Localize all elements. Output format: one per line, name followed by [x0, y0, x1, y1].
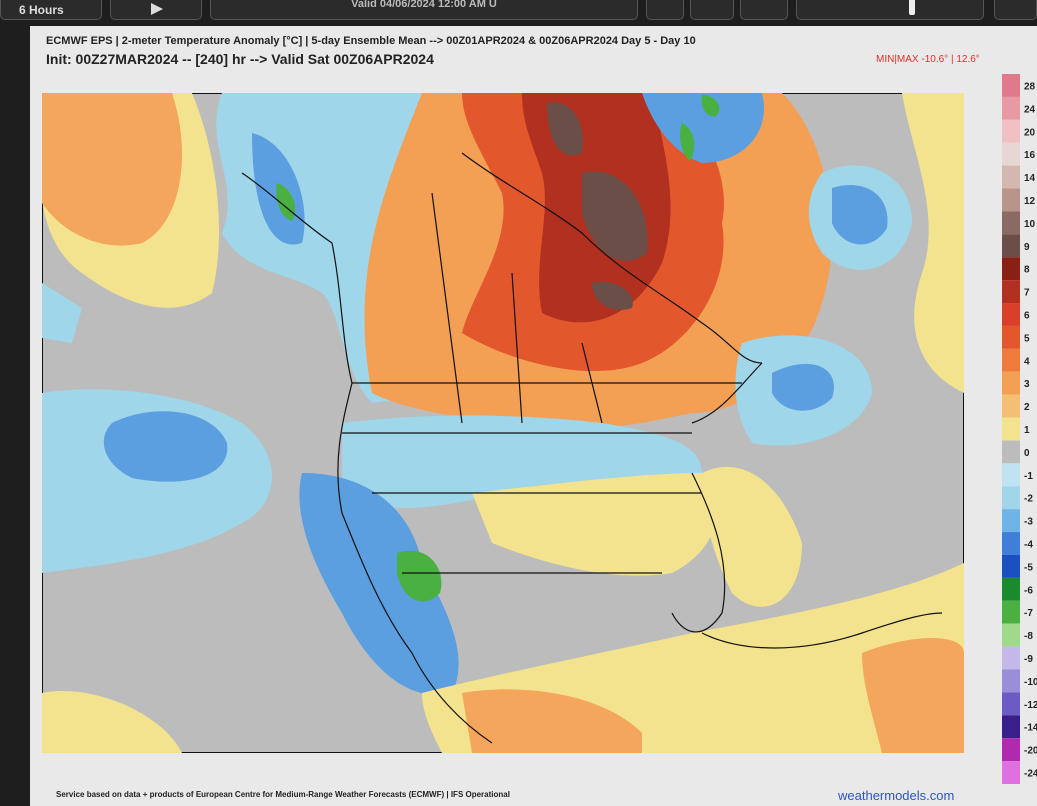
colorbar-label: -14 [1024, 723, 1037, 734]
colorbar-label: 7 [1024, 288, 1030, 299]
colorbar-label: 5 [1024, 333, 1030, 344]
anomaly-shading [42, 93, 964, 753]
colorbar-swatch [1002, 554, 1020, 578]
colorbar-label: 24 [1024, 104, 1036, 115]
colorbar-label: -4 [1024, 540, 1033, 551]
colorbar-label: -5 [1024, 562, 1033, 573]
colorbar-swatch [1002, 715, 1020, 739]
close-button[interactable] [690, 0, 734, 20]
first-button[interactable] [646, 0, 684, 20]
map-subtitle: Init: 00Z27MAR2024 -- [240] hr --> Valid… [46, 51, 434, 67]
credit: Service based on data + products of Euro… [56, 790, 510, 799]
slider-handle[interactable] [909, 0, 915, 15]
colorbar-swatch [1002, 692, 1020, 716]
colorbar-label: 28 [1024, 81, 1036, 92]
map-title: ECMWF EPS | 2-meter Temperature Anomaly … [46, 35, 696, 47]
colorbar-swatch [1002, 486, 1020, 510]
play-button[interactable] [110, 0, 202, 20]
colorbar-swatch [1002, 463, 1020, 487]
colorbar-swatch [1002, 280, 1020, 304]
colorbar-swatch [1002, 211, 1020, 235]
colorbar-label: 16 [1024, 150, 1036, 161]
colorbar-label: 9 [1024, 242, 1030, 253]
colorbar-swatch [1002, 325, 1020, 349]
colorbar-label: 14 [1024, 173, 1036, 184]
colorbar-label: -3 [1024, 517, 1033, 528]
colorbar-swatch [1002, 119, 1020, 143]
last-button[interactable] [740, 0, 788, 20]
min-max: MIN|MAX -10.6° | 12.6° [876, 54, 980, 65]
colorbar-swatch [1002, 600, 1020, 624]
colorbar-swatch [1002, 623, 1020, 647]
colorbar-label: -6 [1024, 585, 1033, 596]
colorbar-label: -20 [1024, 746, 1037, 757]
colorbar-swatch [1002, 646, 1020, 670]
colorbar-swatch [1002, 165, 1020, 189]
colorbar-label: -8 [1024, 631, 1033, 642]
map [42, 93, 964, 753]
colorbar-label: 4 [1024, 356, 1030, 367]
colorbar-swatch [1002, 669, 1020, 693]
colorbar-label: 10 [1024, 219, 1036, 230]
colorbar-label: 12 [1024, 196, 1036, 207]
slider[interactable] [796, 0, 984, 20]
colorbar-swatch [1002, 234, 1020, 258]
colorbar-swatch [1002, 417, 1020, 441]
colorbar-swatch [1002, 371, 1020, 395]
colorbar-label: -9 [1024, 654, 1033, 665]
colorbar-swatch [1002, 257, 1020, 281]
colorbar-label: 6 [1024, 310, 1030, 321]
colorbar-label: 1 [1024, 425, 1030, 436]
share-button[interactable] [994, 0, 1037, 20]
coastlines [241, 152, 943, 744]
map-panel: ECMWF EPS | 2-meter Temperature Anomaly … [30, 26, 1037, 806]
colorbar-swatch [1002, 142, 1020, 166]
colorbar-swatch [1002, 532, 1020, 555]
colorbar-swatch [1002, 440, 1020, 464]
colorbar: 282420161412109876543210-1-2-3-4-5-6-7-8… [1002, 74, 1037, 784]
colorbar-swatch [1002, 761, 1020, 784]
colorbar-swatch [1002, 738, 1020, 762]
colorbar-label: 8 [1024, 265, 1030, 276]
colorbar-swatch [1002, 394, 1020, 418]
colorbar-label: -2 [1024, 494, 1033, 505]
step-button[interactable]: 6 Hours [0, 0, 102, 20]
colorbar-swatch [1002, 577, 1020, 601]
colorbar-swatch [1002, 509, 1020, 533]
colorbar-label: -12 [1024, 700, 1037, 711]
play-icon [151, 3, 163, 15]
colorbar-label: -24 [1024, 769, 1037, 780]
colorbar-label: 20 [1024, 127, 1036, 138]
valid-time: Valid 04/06/2024 12:00 AM U [351, 0, 497, 10]
colorbar-label: 3 [1024, 379, 1030, 390]
colorbar-swatch [1002, 303, 1020, 326]
colorbar-label: 0 [1024, 448, 1030, 459]
colorbar-swatch [1002, 188, 1020, 212]
colorbar-label: -10 [1024, 677, 1037, 688]
colorbar-swatch [1002, 348, 1020, 372]
colorbar-label: -1 [1024, 471, 1033, 482]
colorbar-label: -7 [1024, 608, 1033, 619]
colorbar-label: 2 [1024, 402, 1030, 413]
colorbar-swatch [1002, 74, 1020, 97]
site-link[interactable]: weathermodels.com [838, 788, 955, 803]
colorbar-swatch [1002, 96, 1020, 120]
time-display: Valid 04/06/2024 12:00 AM U [210, 0, 638, 20]
